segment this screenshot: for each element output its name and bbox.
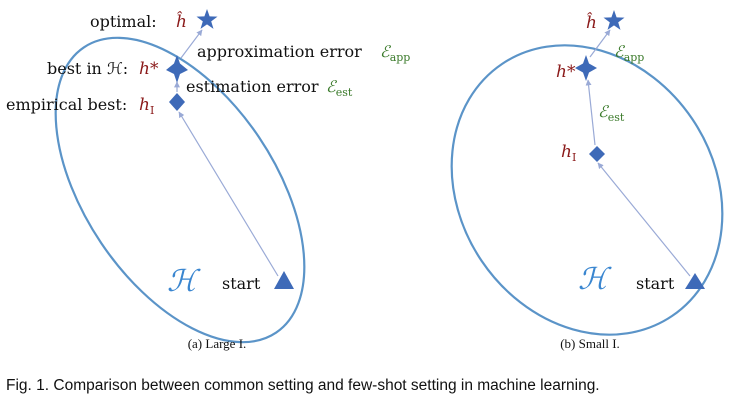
label-estimation-error-a: estimation error xyxy=(186,77,319,96)
label-approximation-error-a: approximation error xyxy=(197,42,362,61)
start-triangle-a xyxy=(274,271,294,289)
figure-caption: Fig. 1. Comparison between common settin… xyxy=(6,377,600,394)
caption-a: (a) Large I. xyxy=(188,336,247,351)
symbol-estimation-error-a: ℰest xyxy=(326,77,353,99)
best-in-h-star-b xyxy=(575,55,597,81)
symbol-approximation-error-b: ℰapp xyxy=(614,42,644,64)
empirical-best-diamond-a xyxy=(169,93,185,111)
hypothesis-space-ellipse-b xyxy=(450,44,724,336)
path-best-to-optimal-a xyxy=(180,29,203,59)
symbol-optimal-b: ĥ xyxy=(586,12,597,33)
path-start-to-empirical-b xyxy=(597,162,691,277)
caption-b: (b) Small I. xyxy=(560,336,620,351)
hypothesis-space-ellipse-a xyxy=(54,36,306,344)
path-best-to-optimal-b xyxy=(589,29,611,58)
symbol-optimal-a: ĥ xyxy=(176,11,187,32)
label-start-b: start xyxy=(636,274,675,293)
panel-a: optimal: ĥ best in ℋ: h* empirical best:… xyxy=(6,9,410,351)
symbol-approximation-error-a: ℰapp xyxy=(380,42,410,64)
symbol-best-a: h* xyxy=(139,59,159,79)
panel-b: ĥ h* hI ℰapp ℰest ℋ start (b) Small I. xyxy=(450,10,724,351)
label-empirical-best-a: empirical best: xyxy=(6,95,127,114)
label-start-a: start xyxy=(222,274,261,293)
symbol-estimation-error-b: ℰest xyxy=(598,102,625,124)
path-empirical-to-best-b xyxy=(585,79,596,146)
best-in-h-star-a xyxy=(166,55,188,83)
label-best-in-h-a: best in ℋ: xyxy=(47,59,128,78)
label-optimal-a: optimal: xyxy=(90,12,157,31)
symbol-empirical-b: hI xyxy=(561,142,576,164)
hypothesis-symbol-a: ℋ xyxy=(167,264,201,299)
hypothesis-symbol-b: ℋ xyxy=(578,262,612,297)
path-start-to-empirical-a xyxy=(178,111,279,277)
empirical-best-diamond-b xyxy=(589,146,605,162)
start-triangle-b xyxy=(685,273,705,289)
symbol-empirical-a: hI xyxy=(139,95,154,117)
symbol-best-b: h* xyxy=(556,62,576,82)
optimal-star-a xyxy=(196,9,218,29)
optimal-star-b xyxy=(603,10,625,30)
